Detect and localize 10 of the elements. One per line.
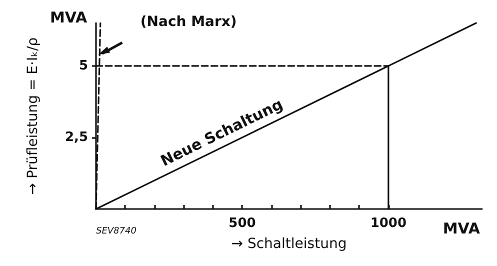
y-tick-label: 2,5 xyxy=(64,130,88,145)
text: MVA xyxy=(50,8,88,26)
text: (Nach Marx) xyxy=(140,14,237,30)
text: SEV8740 xyxy=(96,226,137,236)
y-axis-title: → Prüfleistung = E·Iₖ/ρ xyxy=(25,37,41,195)
x-tick-label: 1000 xyxy=(370,216,407,231)
x-tick-label: 500 xyxy=(228,216,256,231)
x-axis-title: → Schaltleistung xyxy=(231,236,347,252)
y-tick-label: 5 xyxy=(78,58,88,74)
text: MVA xyxy=(442,220,480,238)
